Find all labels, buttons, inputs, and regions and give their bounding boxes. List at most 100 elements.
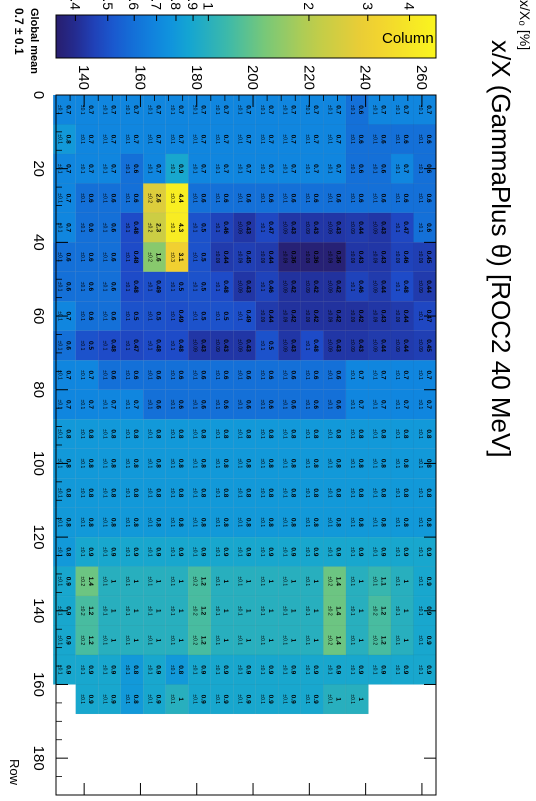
cell-error-label: ±0.09 [394, 310, 400, 323]
cell-error-label: ±0.1 [417, 370, 423, 380]
cell-error-label: ±0.1 [169, 134, 175, 144]
cell-error-label: ±0.09 [349, 251, 355, 264]
cell-value-label: 0.44 [402, 310, 409, 323]
cell-value-label: 1 [155, 609, 162, 613]
cell-error-label: ±0.1 [372, 429, 378, 439]
cell-value-label: 1 [290, 638, 297, 642]
cell-value-label: 0.48 [222, 280, 229, 293]
cell-error-label: ±0.1 [214, 134, 220, 144]
cell-error-label: ±0.2 [327, 606, 333, 616]
cell-error-label: ±0.09 [327, 310, 333, 323]
cell-error-label: ±0.1 [79, 518, 85, 528]
cell-error-label: ±0.09 [282, 339, 288, 352]
x-tick-label: 80 [30, 381, 47, 398]
cell-error-label: ±0.1 [417, 606, 423, 616]
cell-error-label: ±0.1 [101, 105, 107, 115]
cell-value-label: 0.8 [109, 488, 116, 497]
cell-error-label: ±0.2 [192, 576, 198, 586]
cell-error-label: ±0.1 [56, 547, 62, 557]
cell-value-label: 0.43 [380, 310, 387, 323]
cell-value-label: 0.9 [200, 665, 207, 674]
cell-value-label: 0.9 [425, 665, 432, 674]
cell-value-label: 0.7 [290, 105, 297, 114]
cell-error-label: ±0.2 [79, 606, 85, 616]
cell-value-label: 1.2 [380, 606, 387, 615]
cell-error-label: ±0.1 [327, 134, 333, 144]
cell-value-label: 0.8 [425, 488, 432, 497]
cell-error-label: ±0.09 [372, 339, 378, 352]
cell-error-label: ±0.1 [124, 252, 130, 262]
cell-error-label: ±0.1 [349, 547, 355, 557]
cell-value-label: 0.8 [200, 459, 207, 468]
cell-value-label: 0.6 [87, 312, 94, 321]
cell-error-label: ±0.1 [304, 341, 310, 351]
cell-error-label: ±0.1 [79, 164, 85, 174]
cell-value-label: 0.8 [132, 459, 139, 468]
cell-error-label: ±0.1 [304, 429, 310, 439]
cell-error-label: ±0.1 [304, 134, 310, 144]
cell-value-label: 0.42 [335, 310, 342, 323]
cell-value-label: 0.43 [290, 221, 297, 234]
cell-error-label: ±0.1 [259, 341, 265, 351]
cell-error-label: ±0.1 [147, 341, 153, 351]
cell-error-label: ±0.1 [124, 282, 130, 292]
cell-error-label: ±0.1 [101, 400, 107, 410]
cell-error-label: ±0.1 [372, 665, 378, 675]
cell-value-label: 0.6 [155, 400, 162, 409]
cell-value-label: 0.6 [380, 164, 387, 173]
cell-value-label: 0.8 [312, 429, 319, 438]
cell-error-label: ±0.1 [192, 311, 198, 321]
cell-value-label: 0.43 [245, 280, 252, 293]
cell-value-label: 0.7 [200, 105, 207, 114]
cell-error-label: ±0.1 [282, 193, 288, 203]
cell-value-label: 0.7 [312, 105, 319, 114]
x-tick-label: 120 [30, 525, 47, 550]
cell-error-label: ±0.09 [304, 310, 310, 323]
cell-value-label: 1 [357, 609, 364, 613]
cell-error-label: ±0.09 [259, 251, 265, 264]
cell-value-label: 0.7 [177, 105, 184, 114]
cell-value-label: 1 [109, 580, 116, 584]
cell-error-label: ±0.1 [237, 547, 243, 557]
cell-error-label: ±0.1 [79, 282, 85, 292]
x-tick-label: 0 [30, 91, 47, 99]
cell-error-label: ±0.1 [349, 400, 355, 410]
cell-error-label: ±0.1 [101, 252, 107, 262]
cell-value-label: 1 [267, 638, 274, 642]
cell-value-label: 0.8 [155, 429, 162, 438]
cell-error-label: ±0.1 [259, 429, 265, 439]
cell-error-label: ±0.1 [56, 252, 62, 262]
cell-error-label: ±0.1 [327, 429, 333, 439]
cell-value-label: 0.44 [222, 251, 229, 264]
cell-error-label: ±0.09 [192, 339, 198, 352]
cell-value-label: 0.6 [335, 370, 342, 379]
cell-value-label: 0.48 [312, 339, 319, 352]
cell-value-label: 0.7 [132, 400, 139, 409]
cell-error-label: ±0.1 [349, 635, 355, 645]
cell-value-label: 0.42 [312, 310, 319, 323]
cell-value-label: 0.36 [335, 251, 342, 264]
cell-value-label: 0.6 [132, 194, 139, 203]
cell-error-label: ±0.1 [304, 164, 310, 174]
cell-error-label: ±0.1 [147, 518, 153, 528]
cell-value-label: 0.9 [245, 665, 252, 674]
cell-error-label: ±0.1 [259, 193, 265, 203]
cell-error-label: ±0.2 [79, 635, 85, 645]
cell-value-label: 0.6 [312, 194, 319, 203]
cell-value-label: 0.6 [109, 223, 116, 232]
cell-error-label: ±0.1 [147, 635, 153, 645]
cell-error-label: ±0.09 [349, 310, 355, 323]
cell-value-label: 0.8 [290, 429, 297, 438]
cell-error-label: ±0.1 [349, 105, 355, 115]
cell-value-label: 1 [109, 638, 116, 642]
cell-value-label: 0.7 [267, 135, 274, 144]
cell-error-label: ±0.09 [372, 280, 378, 293]
cell-error-label: ±0.1 [304, 193, 310, 203]
cell-error-label: ±0.1 [259, 282, 265, 292]
cell-error-label: ±0.1 [349, 518, 355, 528]
cell-value-label: 0.8 [200, 488, 207, 497]
cell-value-label: 0.8 [402, 429, 409, 438]
cell-error-label: ±0.1 [147, 429, 153, 439]
cell-value-label: 0.9 [87, 547, 94, 556]
